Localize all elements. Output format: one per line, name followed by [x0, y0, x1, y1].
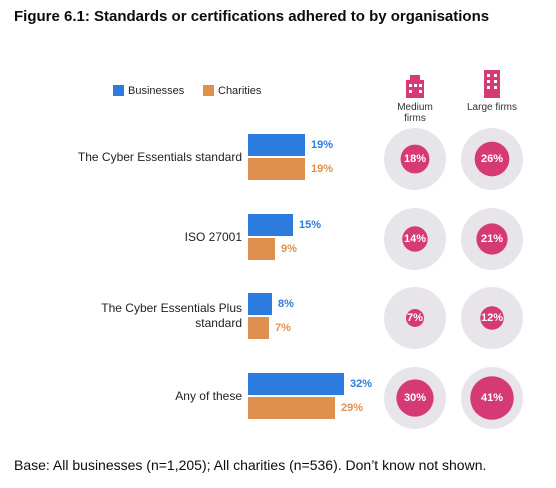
- bubble: [400, 144, 430, 174]
- value-label: 8%: [278, 298, 294, 310]
- category-label: The Cyber Essentials standard: [77, 149, 242, 164]
- bubble: [476, 223, 508, 255]
- bubble-label: 12%: [481, 312, 503, 324]
- bubble: [474, 141, 510, 177]
- bubble-label: 7%: [407, 312, 423, 324]
- bar: [248, 134, 305, 156]
- category-label: The Cyber Essentials Plus standard: [101, 301, 242, 330]
- icon-windows: [409, 74, 497, 93]
- category-label: Any of these: [175, 388, 242, 403]
- bar: [248, 317, 269, 339]
- bubble: [396, 379, 434, 417]
- bubble-label: 41%: [481, 392, 503, 404]
- value-label: 9%: [281, 243, 297, 255]
- bar: [248, 158, 305, 180]
- bar: [248, 293, 272, 315]
- legend-label: Businesses: [128, 85, 185, 97]
- bubble: [406, 309, 424, 327]
- bubble: [480, 306, 504, 330]
- value-label: 19%: [311, 139, 333, 151]
- value-label: 7%: [275, 322, 291, 334]
- chart-title: Figure 6.1: Standards or certifications …: [14, 8, 490, 25]
- legend-swatch: [113, 85, 124, 96]
- bubble-label: 21%: [481, 233, 503, 245]
- base-note: Base: All businesses (n=1,205); All char…: [14, 457, 487, 473]
- bubble-label: 14%: [404, 233, 426, 245]
- bubble: [470, 376, 514, 420]
- legend-swatch: [203, 85, 214, 96]
- value-label: 29%: [341, 402, 363, 414]
- bar: [248, 397, 335, 419]
- legend-label: Charities: [218, 85, 262, 97]
- bubble-column-label: Medium firms: [397, 102, 433, 124]
- bubble-label: 30%: [404, 392, 426, 404]
- value-label: 15%: [299, 219, 321, 231]
- value-label: 19%: [311, 163, 333, 175]
- category-label: ISO 27001: [184, 229, 242, 244]
- bubble-label: 18%: [404, 153, 426, 165]
- value-label: 32%: [350, 378, 372, 390]
- bar: [248, 238, 275, 260]
- bar: [248, 214, 293, 236]
- bubble-column-label: Large firms: [467, 102, 518, 113]
- bubble-label: 26%: [481, 153, 503, 165]
- bar: [248, 373, 344, 395]
- bubble: [402, 226, 428, 252]
